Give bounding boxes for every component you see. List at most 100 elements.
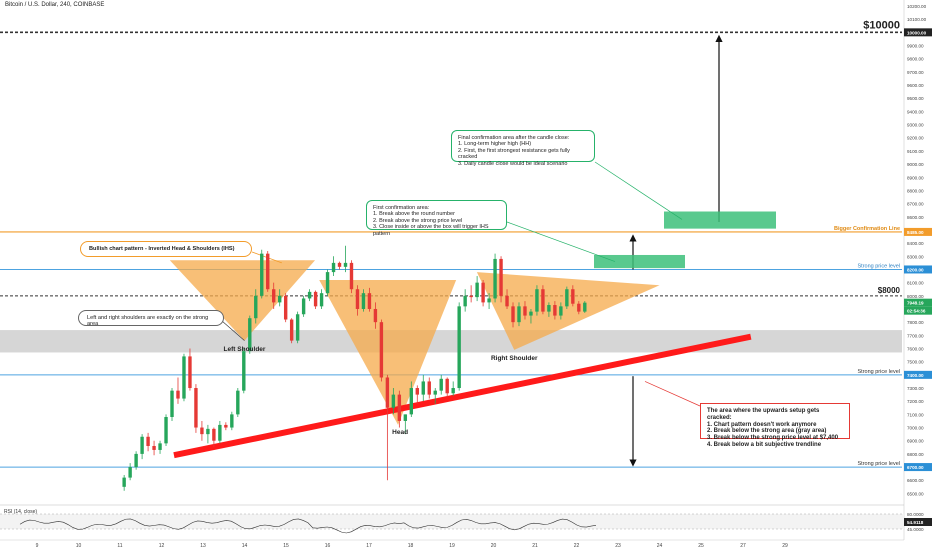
time-tick: 21 [532,543,538,549]
candle-body [266,253,270,290]
price-tick: 10100.00 [907,17,927,22]
badge-bigger: 8485.00 [907,230,924,235]
candle-body [583,302,587,312]
price-tick: 7100.00 [907,412,924,417]
candle-body [493,258,497,299]
candle-body [140,436,144,454]
candle-body [188,356,192,389]
badge-strong-upper: 8200.00 [907,267,924,272]
candle-body [152,445,156,450]
candle-body [200,427,204,435]
cracked-pointer [644,381,701,407]
candle-body [158,443,162,450]
candle-body [529,311,533,316]
candle-body [397,394,402,421]
price-tick: 7700.00 [907,333,924,338]
time-tick: 20 [491,543,497,549]
price-tick: 9500.00 [907,96,924,101]
candle-body [505,295,509,307]
candle-body [230,414,234,428]
time-tick: 25 [698,543,704,549]
badge-strong-low-bg [904,463,932,472]
price-tick: 6800.00 [907,452,924,457]
badge-10000-bg [904,28,932,37]
candle-body [535,289,539,312]
time-tick: 23 [615,543,621,549]
label-head: Head [392,429,408,436]
candle-body [421,381,425,395]
level-label-strong-mid: Strong price level [858,369,901,375]
badge-countdown: 02:54:36 [907,309,926,314]
candle-body [391,394,396,408]
candle-body [170,390,174,418]
rsi-tick-45: 45.0000 [907,527,924,532]
price-tick: 8000.00 [907,294,924,299]
candle-body [547,305,551,312]
time-tick: 29 [782,543,788,549]
final-confirmation-note: Final confirmation area after the candle… [451,130,595,167]
time-tick: 18 [408,543,414,549]
candle-body [469,295,473,298]
candle-body [481,282,485,303]
price-tick: 7300.00 [907,386,924,391]
badge-current: 7948.19 [907,301,924,306]
price-tick: 9200.00 [907,136,924,141]
badge-current-bg [904,298,932,307]
time-tick: 9 [36,543,39,549]
price-tick: 6600.00 [907,478,924,483]
badge-strong-mid: 7400.00 [907,373,924,378]
candle-body [367,293,372,309]
candle-body [565,289,569,307]
level-label-strong-low: Strong price level [858,461,901,467]
candle-body [439,378,443,391]
final-confirmation-pointer [594,161,683,220]
candle-body [433,390,437,395]
candle-body [379,322,384,378]
candle-body [272,289,276,303]
candle-body [427,381,431,395]
candle-body [260,253,264,296]
candle-body [373,308,378,323]
trendline [173,333,752,459]
candle-body [176,390,180,399]
level-label-10000: $10000 [863,19,900,31]
candle-body [385,377,390,408]
candle-body [218,424,222,441]
left-shoulder-triangle [169,260,316,341]
candle-body [445,378,449,394]
candle-body [164,417,168,444]
price-tick: 8400.00 [907,241,924,246]
candle-body [541,289,545,312]
first-confirmation-pointer [506,221,616,262]
shoulders-note: Left and right shoulders are exactly on … [78,310,224,327]
price-tick: 10200.00 [907,4,927,9]
candle-body [134,453,138,468]
level-label-bigger: Bigger Confirmation Line [834,226,900,232]
time-tick: 16 [325,543,331,549]
rsi-band [0,514,904,529]
price-tick: 9400.00 [907,109,924,114]
candle-body [325,272,330,294]
time-tick: 10 [76,543,82,549]
price-tick: 8700.00 [907,202,924,207]
first-confirmation-box [594,254,685,269]
badge-10000: 10000.00 [907,30,927,35]
candle-body [475,282,479,298]
candle-body [361,293,366,309]
candle-body [559,306,563,316]
price-tick: 9600.00 [907,83,924,88]
head-triangle [319,280,457,425]
candle-body [248,318,252,352]
candle-body [242,351,246,391]
time-tick: 17 [366,543,372,549]
candle-body [289,319,294,341]
final-confirmation-box [664,211,776,229]
candle-body [224,424,228,428]
candle-body [553,305,557,316]
price-axis-bg [904,0,932,550]
candle-body [182,356,186,399]
time-tick: 22 [574,543,580,549]
badge-countdown-bg [904,306,932,315]
